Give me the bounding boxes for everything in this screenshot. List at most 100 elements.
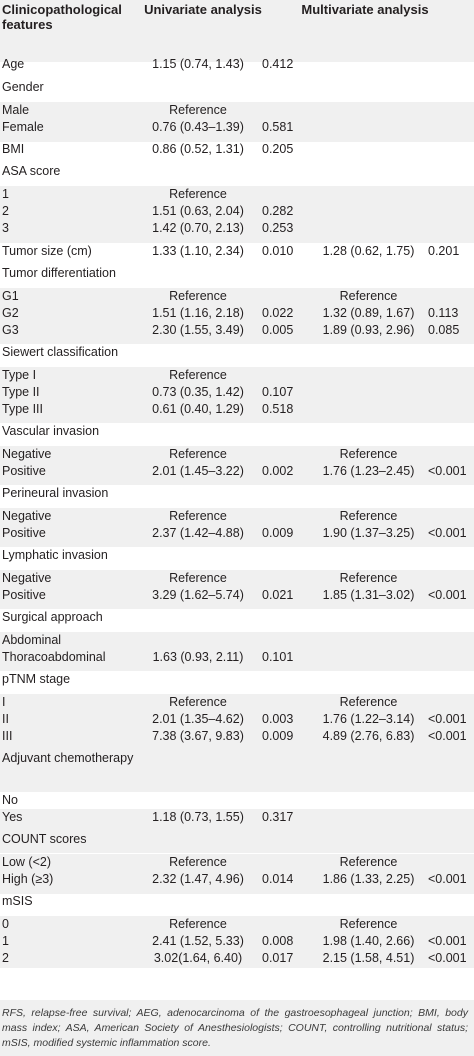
multivariate-p: <0.001 (428, 712, 467, 726)
row-stripe (0, 916, 474, 968)
row-stripe (0, 102, 474, 142)
row-label: Female (2, 120, 44, 134)
row-label: G3 (2, 323, 19, 337)
univariate-or: 2.01 (1.45–3.22) (152, 464, 244, 478)
table-header: Clinicopathological features Univariate … (0, 0, 474, 42)
univariate-or: 1.51 (0.63, 2.04) (152, 204, 244, 218)
row-label: 3 (2, 221, 9, 235)
multivariate-or: Reference (339, 695, 398, 709)
row-label: Tumor differentiation (2, 266, 116, 280)
univariate-p: 0.014 (262, 872, 294, 886)
multivariate-p: 0.201 (428, 244, 460, 258)
row-label: III (2, 729, 13, 743)
univariate-or: 0.86 (0.52, 1.31) (152, 142, 244, 156)
row-label: Thoracoabdominal (2, 650, 106, 664)
row-stripe (0, 632, 474, 671)
univariate-p: 0.205 (262, 142, 294, 156)
univariate-p: 0.002 (262, 464, 294, 478)
univariate-or: 2.37 (1.42–4.88) (152, 526, 244, 540)
multivariate-p: <0.001 (428, 729, 467, 743)
univariate-p: 0.010 (262, 244, 294, 258)
column-header-multivariate: Multivariate analysis (301, 2, 429, 17)
row-stripe (0, 809, 474, 853)
univariate-or: 1.18 (0.73, 1.55) (152, 810, 244, 824)
multivariate-or: 1.89 (0.93, 2.96) (322, 323, 415, 337)
row-label: Lymphatic invasion (2, 548, 108, 562)
univariate-p: 0.021 (262, 588, 294, 602)
univariate-or: 1.42 (0.70, 2.13) (152, 221, 244, 235)
row-stripe (0, 288, 474, 344)
univariate-or: 2.01 (1.35–4.62) (152, 712, 244, 726)
multivariate-or: Reference (339, 571, 398, 585)
row-label: Adjuvant chemotherapy (2, 751, 134, 765)
multivariate-or: 1.32 (0.89, 1.67) (322, 306, 415, 320)
univariate-or: 0.73 (0.35, 1.42) (152, 385, 244, 399)
multivariate-or: 2.15 (1.58, 4.51) (322, 951, 415, 965)
row-label: Type I (2, 368, 37, 382)
row-label: Type II (2, 385, 40, 399)
univariate-p: 0.581 (262, 120, 294, 134)
row-label: Vascular invasion (2, 424, 100, 438)
row-label: Type III (2, 402, 43, 416)
univariate-p: 0.101 (262, 650, 294, 664)
multivariate-p: <0.001 (428, 934, 467, 948)
row-label: 1 (2, 187, 9, 201)
multivariate-or: Reference (339, 447, 398, 461)
univariate-p: 0.009 (262, 729, 294, 743)
univariate-p: 0.003 (262, 712, 294, 726)
row-stripe (0, 570, 474, 609)
row-label: ASA score (2, 164, 61, 178)
row-label: 1 (2, 934, 9, 948)
univariate-p: 0.317 (262, 810, 294, 824)
univariate-or: 7.38 (3.67, 9.83) (152, 729, 244, 743)
row-label: I (2, 695, 6, 709)
column-header-features: Clinicopathological features (2, 2, 122, 32)
univariate-or: 1.63 (0.93, 2.11) (152, 650, 244, 664)
row-label: Negative (2, 447, 52, 461)
row-label: G2 (2, 306, 19, 320)
univariate-or: 3.02(1.64, 6.40) (153, 951, 243, 965)
univariate-p: 0.412 (262, 57, 294, 71)
row-label: Tumor size (cm) (2, 244, 92, 258)
row-label: G1 (2, 289, 19, 303)
row-label: Surgical approach (2, 610, 103, 624)
multivariate-p: <0.001 (428, 872, 467, 886)
univariate-or: Reference (169, 289, 227, 303)
row-label: Male (2, 103, 30, 117)
row-label: Age (2, 57, 25, 71)
univariate-or: Reference (169, 855, 227, 869)
univariate-p: 0.107 (262, 385, 294, 399)
table-footnote: RFS, relapse-free survival; AEG, adenoca… (0, 1000, 474, 1056)
multivariate-or: 1.76 (1.22–3.14) (322, 712, 415, 726)
row-stripe (0, 186, 474, 243)
row-stripe (0, 694, 474, 750)
multivariate-p: 0.113 (428, 306, 459, 320)
multivariate-or: 1.76 (1.23–2.45) (322, 464, 415, 478)
row-stripe (0, 750, 474, 792)
row-label: pTNM stage (2, 672, 71, 686)
univariate-or: Reference (169, 695, 227, 709)
row-label: Positive (2, 588, 46, 602)
row-label: 0 (2, 917, 9, 931)
univariate-p: 0.005 (262, 323, 294, 337)
univariate-p: 0.022 (262, 306, 294, 320)
univariate-or: 1.33 (1.10, 2.34) (152, 244, 244, 258)
univariate-or: 1.51 (1.16, 2.18) (152, 306, 244, 320)
univariate-or: 2.41 (1.52, 5.33) (152, 934, 244, 948)
row-label: 2 (2, 951, 9, 965)
row-label: BMI (2, 142, 25, 156)
univariate-p: 0.017 (262, 951, 294, 965)
row-label: Positive (2, 464, 46, 478)
multivariate-or: Reference (339, 917, 398, 931)
row-label: Negative (2, 571, 52, 585)
univariate-or: Reference (169, 368, 227, 382)
row-stripe (0, 508, 474, 547)
multivariate-p: <0.001 (428, 951, 467, 965)
row-label: Negative (2, 509, 52, 523)
row-label: Yes (2, 810, 23, 824)
row-label: Gender (2, 80, 44, 94)
multivariate-or: Reference (339, 855, 398, 869)
univariate-p: 0.518 (262, 402, 294, 416)
row-label: 2 (2, 204, 9, 218)
multivariate-p: <0.001 (428, 464, 467, 478)
